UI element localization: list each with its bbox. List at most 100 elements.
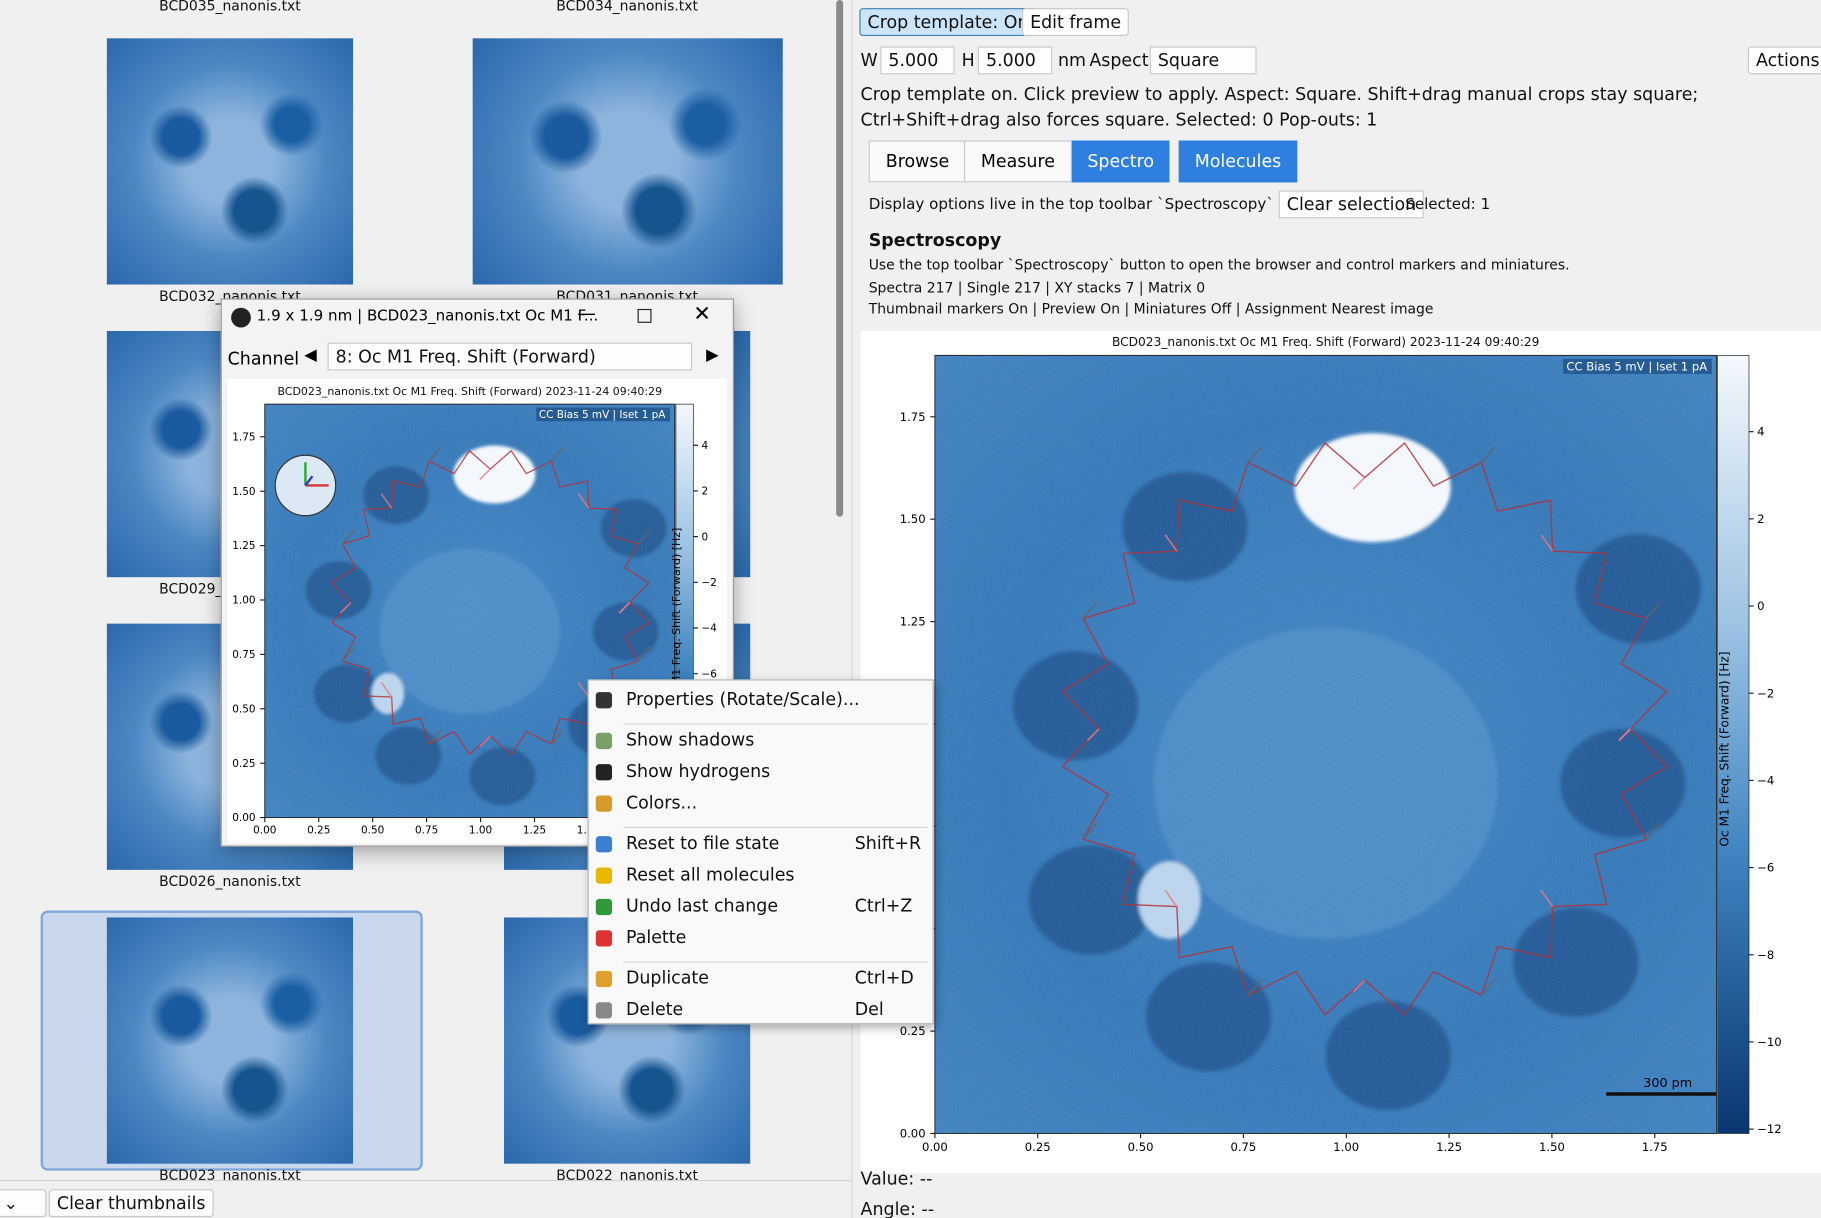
menu-item[interactable]: Reset to file state xyxy=(625,832,780,854)
menu-icon xyxy=(595,970,613,988)
molecule-bond xyxy=(428,445,443,462)
image-noise xyxy=(934,355,1717,1134)
edit-frame-button[interactable]: Edit frame xyxy=(1021,8,1130,37)
x-tick-label: 1.00 xyxy=(469,824,492,836)
molecule-bond xyxy=(577,493,590,509)
molecule-bond xyxy=(1082,601,1098,620)
molecule-bond xyxy=(380,681,393,698)
width-label: W xyxy=(860,49,878,71)
molecule-bond xyxy=(1247,978,1263,996)
x-tick-label: 0.25 xyxy=(1025,1140,1051,1154)
thumbnail[interactable] xyxy=(106,917,354,1164)
thumbnail-label: BCD022_nanonis.txt xyxy=(556,1167,698,1184)
colorbar-tick-label: 0 xyxy=(1757,599,1764,613)
y-tick-label: 1.75 xyxy=(900,410,926,424)
section-heading: Spectroscopy xyxy=(868,229,1002,251)
colorbar-tick-label: −12 xyxy=(1757,1122,1782,1136)
molecule-bond xyxy=(550,728,565,745)
tab[interactable]: Molecules xyxy=(1178,140,1298,183)
molecule-bond xyxy=(637,528,652,545)
dropdown[interactable]: ⌄ xyxy=(0,1189,47,1218)
gizmo-axis xyxy=(304,475,314,487)
y-tick-label: 1.50 xyxy=(232,486,255,498)
height-input[interactable]: 5.000 xyxy=(977,46,1053,75)
menu-item[interactable]: Palette xyxy=(625,926,687,948)
colorbar-tick-label: −4 xyxy=(701,623,717,635)
y-tick-label: 0.50 xyxy=(232,703,255,715)
channel-dropdown[interactable]: 8: Oc M1 Freq. Shift (Forward) xyxy=(327,342,693,371)
window-title: 1.9 x 1.9 nm | BCD023_nanonis.txt Oc M1 … xyxy=(256,307,599,326)
x-tick-label: 1.75 xyxy=(1642,1140,1668,1154)
menu-icon xyxy=(595,836,613,853)
thumbnail[interactable] xyxy=(106,38,354,285)
menu-shortcut: Shift+R xyxy=(854,832,922,854)
app-icon xyxy=(231,307,251,328)
menu-icon xyxy=(595,930,613,947)
molecule-bond xyxy=(479,735,491,748)
menu-separator xyxy=(623,826,928,829)
scrollbar[interactable] xyxy=(836,0,844,517)
y-tick-label: 1.25 xyxy=(232,540,255,552)
flags: Thumbnail markers On | Preview On | Mini… xyxy=(868,300,1434,318)
crop-template-button[interactable]: Crop template: On xyxy=(859,8,1037,37)
menu-item[interactable]: Properties (Rotate/Scale)... xyxy=(625,688,860,710)
hint-text: Display options live in the top toolbar … xyxy=(868,196,1334,214)
colorbar-tick-label: 4 xyxy=(701,440,708,452)
thumbnail-label: BCD035_nanonis.txt xyxy=(159,0,301,14)
prev-channel[interactable]: ◀ xyxy=(304,346,317,365)
y-tick-label: 0.25 xyxy=(900,1024,926,1038)
menu-item[interactable]: Duplicate xyxy=(625,967,709,989)
colorbar-tick-label: −2 xyxy=(1757,686,1774,700)
maximize-button[interactable] xyxy=(637,308,652,323)
y-tick-label: 0.25 xyxy=(232,758,255,770)
menu-separator xyxy=(623,961,928,963)
menu-item[interactable]: Undo last change xyxy=(625,895,779,917)
value-readout: Value: -- xyxy=(860,1168,933,1190)
molecule-bond xyxy=(1645,601,1661,620)
tab[interactable]: Browse xyxy=(868,140,967,183)
clear-thumbnails-button[interactable]: Clear thumbnails xyxy=(48,1189,214,1218)
menu-shortcut: Del xyxy=(854,998,884,1020)
colorbar-tick-label: −2 xyxy=(701,577,716,589)
aspect-dropdown[interactable]: Square xyxy=(1149,46,1257,75)
x-tick-label: 1.50 xyxy=(1539,1140,1565,1154)
menu-icon xyxy=(595,898,613,916)
molecule-bond xyxy=(550,445,565,462)
badge-background xyxy=(536,407,671,422)
popup-plot: CC Bias 5 mV | Iset 1 pA BCD023_nanonis.t… xyxy=(227,378,728,844)
close-button[interactable]: ✕ xyxy=(693,301,711,327)
tab[interactable]: Spectro xyxy=(1071,140,1170,183)
molecule-bond xyxy=(618,602,631,614)
width-input[interactable]: 5.000 xyxy=(880,46,955,75)
colorbar-tick-label: −10 xyxy=(1757,1035,1782,1049)
thumbnail[interactable] xyxy=(472,38,783,285)
tab[interactable]: Measure xyxy=(963,140,1072,183)
menu-item[interactable]: Show hydrogens xyxy=(625,760,771,782)
minimize-button[interactable]: — xyxy=(577,301,596,325)
clear-selection-button[interactable]: Clear selection xyxy=(1278,190,1425,219)
actions-button[interactable]: Actions xyxy=(1747,46,1821,75)
menu-icon xyxy=(595,764,613,781)
molecule-bond xyxy=(1164,889,1178,908)
next-channel[interactable]: ▶ xyxy=(706,346,719,365)
menu-item[interactable]: Colors... xyxy=(625,792,698,813)
x-tick-label: 0.75 xyxy=(415,824,438,836)
x-tick-label: 1.25 xyxy=(1436,1140,1462,1154)
y-tick-label: 1.00 xyxy=(232,595,255,607)
molecule-bond xyxy=(1540,889,1554,908)
unit-label: nm xyxy=(1057,49,1087,71)
menu-item[interactable]: Show shadows xyxy=(625,729,755,751)
x-tick-label: 0.25 xyxy=(307,824,330,836)
colorbar-tick-label: 2 xyxy=(701,486,708,498)
menu-item[interactable]: Reset all molecules xyxy=(625,864,795,885)
molecule-bond xyxy=(1082,822,1098,840)
menu-icon xyxy=(595,795,613,812)
main-plot: CC Bias 5 mV | Iset 1 pA BCD023_nanonis.t… xyxy=(860,330,1821,1173)
x-tick-label: 0.00 xyxy=(922,1140,948,1154)
menu-icon xyxy=(595,732,613,750)
y-tick-label: 1.75 xyxy=(232,431,255,443)
menu-item[interactable]: Delete xyxy=(625,998,684,1020)
molecule-bond xyxy=(380,493,393,509)
y-tick-label: 0.00 xyxy=(900,1127,926,1141)
